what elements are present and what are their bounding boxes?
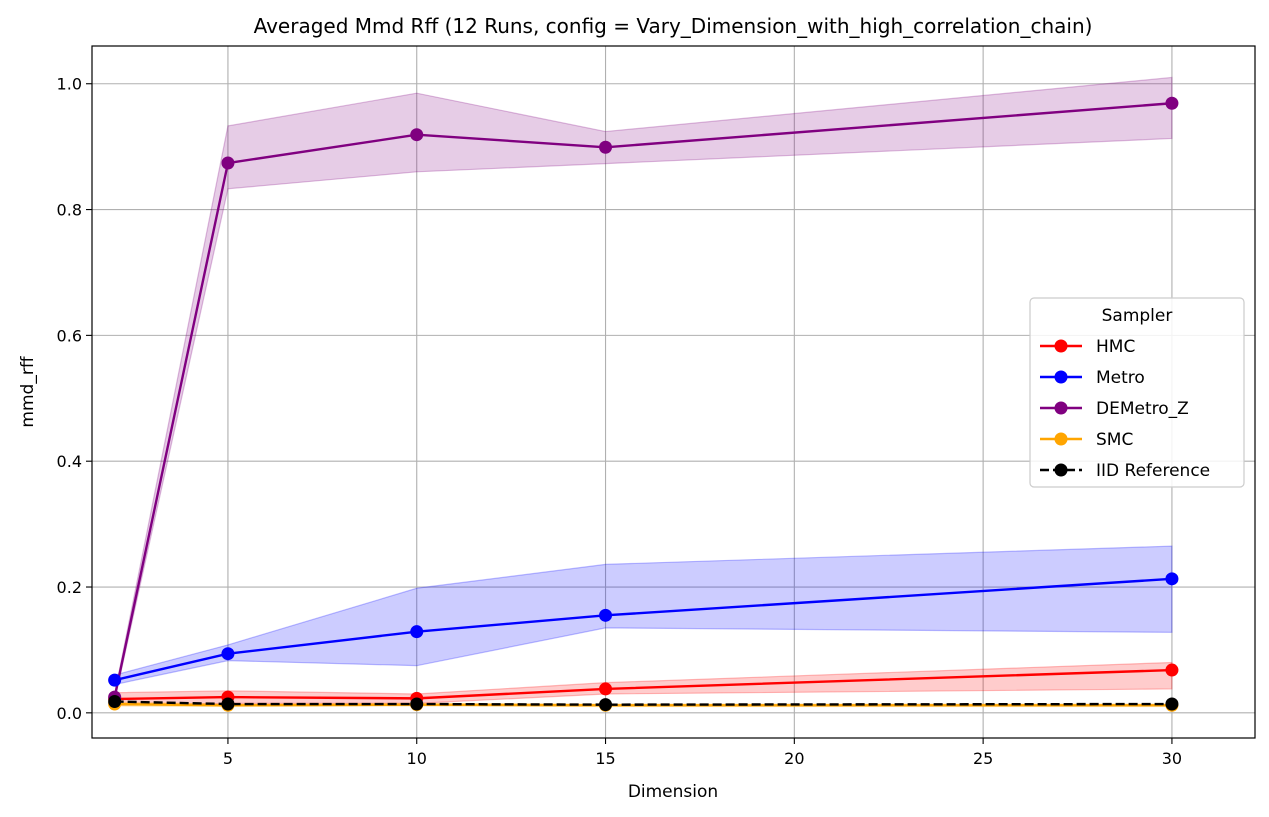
point-iid-reference (221, 697, 235, 711)
y-tick-label: 0.6 (57, 326, 82, 345)
point-iid-reference (599, 698, 613, 712)
point-metro (221, 647, 235, 661)
legend-marker-metro (1054, 370, 1068, 384)
band-hmc (114, 661, 1173, 706)
legend-label-iid-reference: IID Reference (1096, 461, 1210, 481)
band-metro (114, 545, 1173, 686)
x-tick-label: 10 (407, 749, 427, 768)
point-hmc (1165, 663, 1179, 677)
point-demetro-z (221, 156, 235, 170)
legend-label-demetro-z: DEMetro_Z (1096, 399, 1189, 419)
legend-label-metro: Metro (1096, 368, 1145, 388)
point-metro (410, 625, 424, 639)
legend-marker-smc (1054, 432, 1068, 446)
legend-marker-demetro-z (1054, 401, 1068, 415)
point-metro (599, 608, 613, 622)
point-demetro-z (1165, 96, 1179, 110)
plot-frame (91, 45, 1256, 739)
point-iid-reference (1165, 697, 1179, 711)
axis-ticks: 5 10 15 20 25 30 0.0 0.2 0.4 0.6 0.8 1.0 (57, 75, 1183, 768)
point-metro (108, 673, 122, 687)
y-tick-label: 1.0 (57, 75, 82, 94)
chart-title: Averaged Mmd Rff (12 Runs, config = Vary… (254, 14, 1093, 38)
y-tick-label: 0.0 (57, 704, 82, 723)
y-axis-label: mmd_rff (18, 355, 38, 427)
x-tick-label: 30 (1162, 749, 1182, 768)
legend-label-hmc: HMC (1096, 337, 1135, 357)
point-demetro-z (410, 128, 424, 142)
legend-title: Sampler (1102, 306, 1173, 326)
data-points (108, 96, 1179, 712)
band-demetro-z (114, 76, 1173, 701)
legend: Sampler HMC Metro DEMetro_Z SMC IID Reference (1029, 297, 1245, 488)
x-tick-label: 5 (223, 749, 233, 768)
x-tick-label: 20 (784, 749, 804, 768)
y-tick-label: 0.4 (57, 452, 82, 471)
point-hmc (599, 682, 613, 696)
legend-marker-hmc (1054, 339, 1068, 353)
legend-marker-iid-reference (1054, 463, 1068, 477)
point-demetro-z (599, 140, 613, 154)
point-iid-reference (108, 695, 122, 709)
x-tick-label: 15 (595, 749, 615, 768)
y-tick-label: 0.2 (57, 578, 82, 597)
legend-label-smc: SMC (1096, 430, 1133, 450)
point-metro (1165, 572, 1179, 586)
y-tick-label: 0.8 (57, 201, 82, 220)
x-axis-label: Dimension (628, 782, 718, 802)
point-iid-reference (410, 697, 424, 711)
legend-box (1029, 297, 1245, 488)
x-tick-label: 25 (973, 749, 993, 768)
